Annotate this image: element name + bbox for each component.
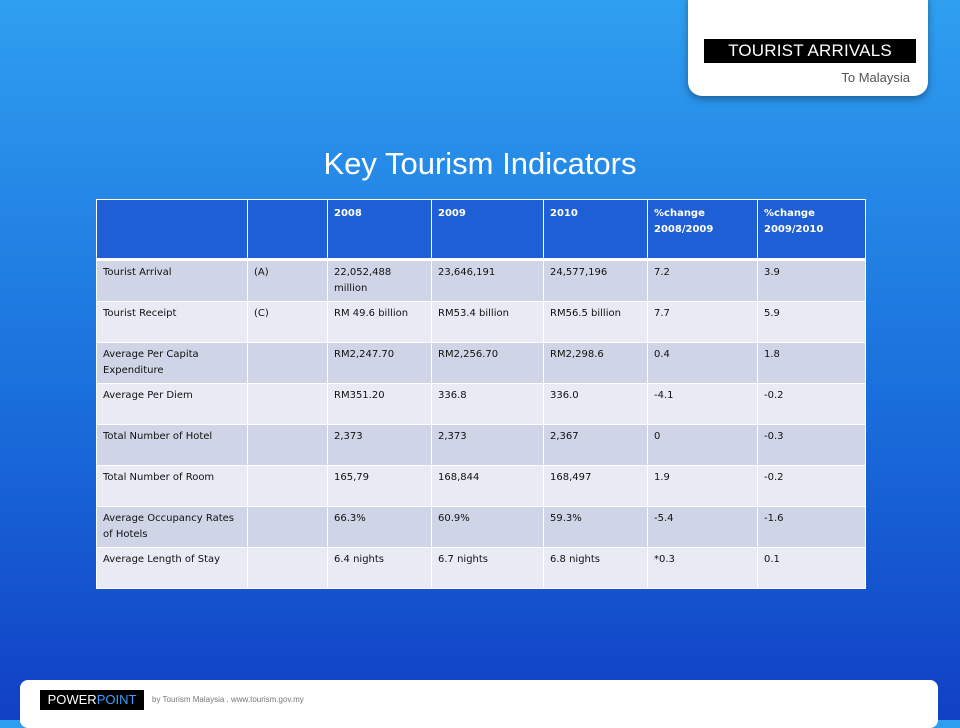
- row-code: [247, 342, 328, 384]
- row-label: Average Occupancy Rates of Hotels: [96, 506, 248, 548]
- table-cell: 59.3%: [543, 506, 648, 548]
- table-cell: 168,497: [543, 465, 648, 507]
- row-code: [247, 424, 328, 466]
- table-cell: 168,844: [431, 465, 544, 507]
- table-cell: 0: [647, 424, 758, 466]
- table-cell: *0.3: [647, 547, 758, 589]
- table-cell: -1.6: [757, 506, 866, 548]
- table-cell: 23,646,191: [431, 259, 544, 302]
- row-label: Average Per Diem: [96, 383, 248, 425]
- indicators-table: 2008 2009 2010 %change 2008/2009 %change…: [96, 199, 866, 589]
- row-label: Average Per Capita Expenditure: [96, 342, 248, 384]
- table-row: Total Number of Room 165,79 168,844 168,…: [96, 465, 866, 507]
- badge-title: TOURIST ARRIVALS: [704, 39, 916, 63]
- table-row: Average Per Capita Expenditure RM2,247.7…: [96, 342, 866, 384]
- logo-text-power: POWER: [47, 692, 97, 707]
- table-cell: 336.8: [431, 383, 544, 425]
- table-row: Total Number of Hotel 2,373 2,373 2,367 …: [96, 424, 866, 466]
- table-row: Average Occupancy Rates of Hotels 66.3% …: [96, 506, 866, 548]
- table-cell: 1.9: [647, 465, 758, 507]
- header-cell: 2010: [543, 199, 648, 261]
- row-code: (A): [247, 259, 328, 302]
- row-code: [247, 547, 328, 589]
- table-cell: -0.2: [757, 383, 866, 425]
- row-code: [247, 465, 328, 507]
- table-cell: -5.4: [647, 506, 758, 548]
- header-cell: [247, 199, 328, 261]
- footer-bar: POWERPOINT by Tourism Malaysia . www.tou…: [20, 680, 938, 728]
- table-cell: -0.3: [757, 424, 866, 466]
- page-title: Key Tourism Indicators: [323, 146, 637, 181]
- table-cell: RM 49.6 billion: [327, 301, 432, 343]
- table-cell: 7.2: [647, 259, 758, 302]
- row-label: Tourist Receipt: [96, 301, 248, 343]
- table-cell: RM2,298.6: [543, 342, 648, 384]
- badge-card: TOURIST ARRIVALS To Malaysia: [688, 0, 928, 96]
- table-cell: RM56.5 billion: [543, 301, 648, 343]
- footer-credit: by Tourism Malaysia . www.tourism.gov.my: [152, 695, 304, 704]
- table-row: Tourist Receipt (C) RM 49.6 billion RM53…: [96, 301, 866, 343]
- table-cell: 165,79: [327, 465, 432, 507]
- table-cell: -4.1: [647, 383, 758, 425]
- table-cell: 2,373: [431, 424, 544, 466]
- table-cell: 24,577,196: [543, 259, 648, 302]
- table-cell: RM2,256.70: [431, 342, 544, 384]
- powerpoint-logo: POWERPOINT: [40, 690, 144, 710]
- table-cell: RM351.20: [327, 383, 432, 425]
- table-cell: 22,052,488 million: [327, 259, 432, 302]
- badge-subtitle: To Malaysia: [841, 70, 910, 85]
- table-cell: 0.1: [757, 547, 866, 589]
- header-cell: [96, 199, 248, 261]
- table-cell: 6.8 nights: [543, 547, 648, 589]
- table-cell: 7.7: [647, 301, 758, 343]
- row-label: Average Length of Stay: [96, 547, 248, 589]
- table-cell: 5.9: [757, 301, 866, 343]
- table-row: Average Per Diem RM351.20 336.8 336.0 -4…: [96, 383, 866, 425]
- table-cell: -0.2: [757, 465, 866, 507]
- table-row: Average Length of Stay 6.4 nights 6.7 ni…: [96, 547, 866, 589]
- table-cell: 60.9%: [431, 506, 544, 548]
- table-cell: 1.8: [757, 342, 866, 384]
- header-cell: 2009: [431, 199, 544, 261]
- table-cell: 2,367: [543, 424, 648, 466]
- table-header-row: 2008 2009 2010 %change 2008/2009 %change…: [96, 199, 866, 261]
- table-cell: RM2,247.70: [327, 342, 432, 384]
- row-label: Tourist Arrival: [96, 259, 248, 302]
- table-cell: 336.0: [543, 383, 648, 425]
- table-cell: RM53.4 billion: [431, 301, 544, 343]
- row-label: Total Number of Hotel: [96, 424, 248, 466]
- row-code: [247, 506, 328, 548]
- table-cell: 66.3%: [327, 506, 432, 548]
- row-code: (C): [247, 301, 328, 343]
- logo-text-point: POINT: [96, 692, 137, 707]
- table-cell: 0.4: [647, 342, 758, 384]
- header-cell: %change 2009/2010: [757, 199, 866, 261]
- table-row: Tourist Arrival (A) 22,052,488 million 2…: [96, 259, 866, 302]
- table-cell: 6.7 nights: [431, 547, 544, 589]
- header-cell: %change 2008/2009: [647, 199, 758, 261]
- header-cell: 2008: [327, 199, 432, 261]
- table-cell: 6.4 nights: [327, 547, 432, 589]
- row-label: Total Number of Room: [96, 465, 248, 507]
- row-code: [247, 383, 328, 425]
- table-cell: 2,373: [327, 424, 432, 466]
- table-cell: 3.9: [757, 259, 866, 302]
